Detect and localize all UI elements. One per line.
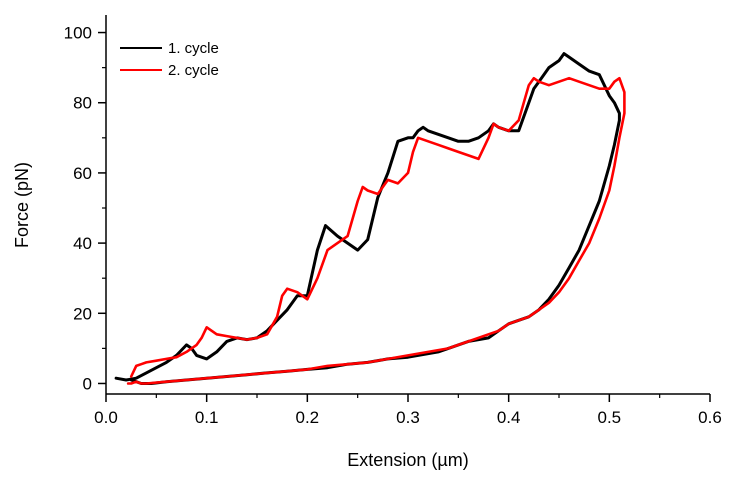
- series-line-1: [114, 52, 621, 385]
- y-tick-label: 80: [73, 94, 92, 113]
- series-line-2: [126, 76, 626, 385]
- x-axis-title: Extension (µm): [347, 450, 468, 470]
- x-tick-label: 0.6: [698, 408, 722, 427]
- series-layer: [114, 52, 626, 385]
- legend-label-2: 2. cycle: [168, 62, 219, 79]
- y-tick-label: 100: [64, 24, 92, 43]
- x-tick-label: 0.3: [396, 408, 420, 427]
- y-axis-title: Force (pN): [12, 162, 32, 248]
- x-tick-label: 0.0: [94, 408, 118, 427]
- y-tick-label: 20: [73, 304, 92, 323]
- legend-label-1: 1. cycle: [168, 40, 219, 57]
- x-tick-label: 0.2: [296, 408, 320, 427]
- tick-layer: 0.0 0.1 0.2 0.3 0.4 0.5 0.6 0 20 40 60 80 100: [64, 24, 722, 427]
- y-tick-label: 60: [73, 164, 92, 183]
- x-tick-label: 0.1: [195, 408, 219, 427]
- legend: 1. cycle 2. cycle: [120, 40, 219, 79]
- x-tick-label: 0.5: [598, 408, 622, 427]
- y-tick-label: 0: [83, 374, 92, 393]
- x-tick-label: 0.4: [497, 408, 521, 427]
- y-tick-label: 40: [73, 234, 92, 253]
